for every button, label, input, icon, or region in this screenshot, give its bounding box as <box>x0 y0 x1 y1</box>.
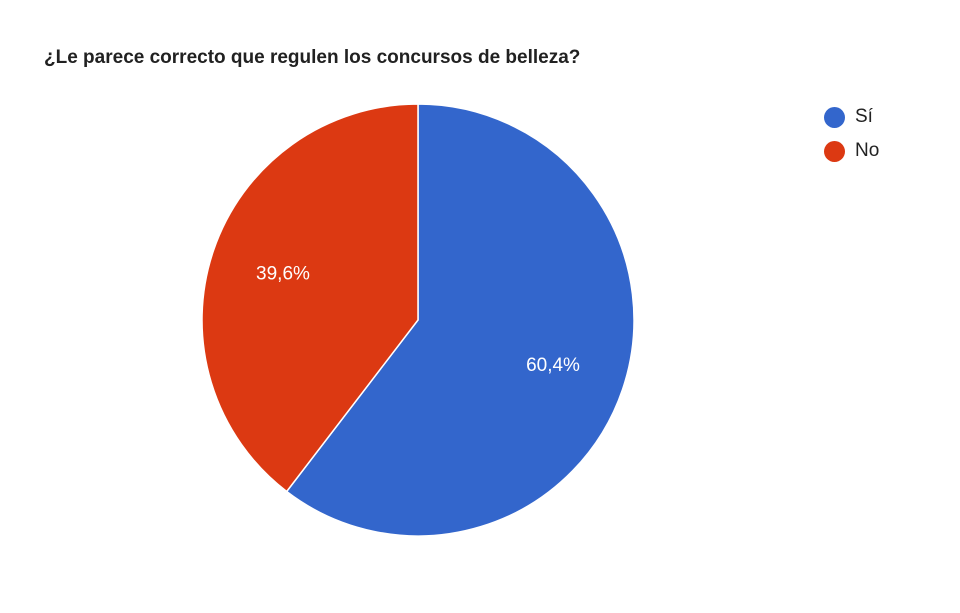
slice-label-si: 60,4% <box>526 355 580 376</box>
legend-swatch-si <box>824 106 845 128</box>
legend-item-no[interactable]: No <box>824 134 879 168</box>
slice-label-no: 39,6% <box>256 263 310 284</box>
legend-label-no: No <box>855 140 880 161</box>
legend-swatch-no <box>824 140 845 162</box>
pie-slice-si[interactable] <box>285 103 635 537</box>
legend-label-si: Sí <box>855 106 873 127</box>
legend: Sí No <box>824 100 879 168</box>
legend-item-si[interactable]: Sí <box>824 100 879 134</box>
pie-slice-no[interactable] <box>201 103 419 493</box>
chart-title: ¿Le parece correcto que regulen los conc… <box>44 47 581 68</box>
